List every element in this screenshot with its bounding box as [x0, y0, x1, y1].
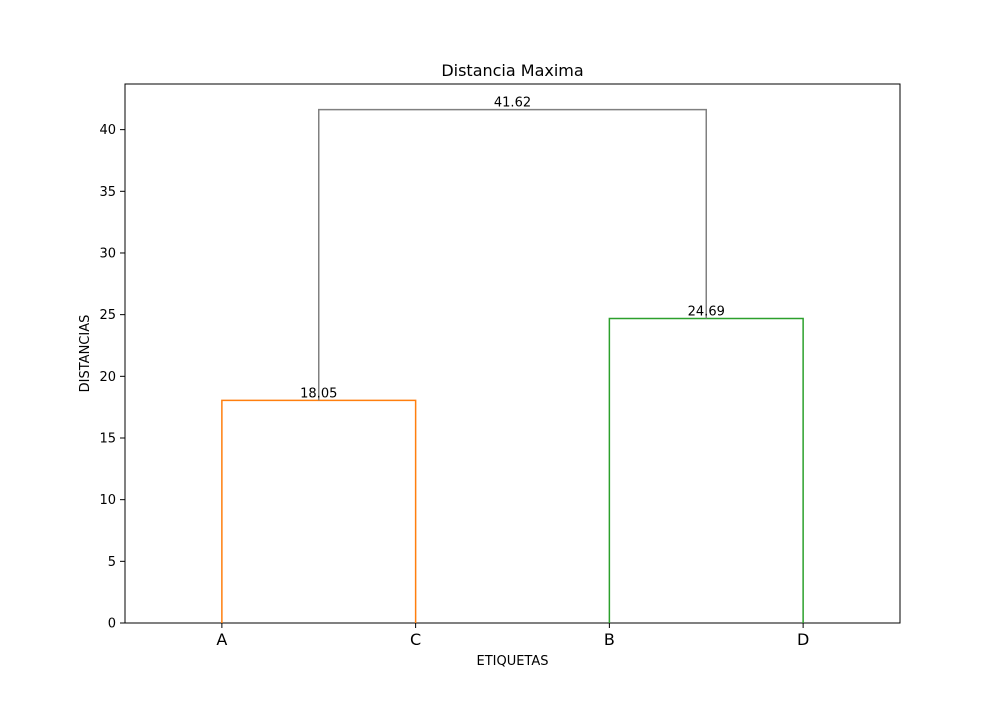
y-tick-label: 35 [99, 185, 116, 200]
leaf-label: D [797, 630, 809, 649]
merge-height-label: 24.69 [688, 304, 725, 319]
y-tick-label: 0 [108, 617, 116, 632]
y-tick-label: 5 [108, 555, 116, 570]
y-axis: 0 5 10 15 20 25 30 35 40 [99, 123, 125, 632]
chart-title: Distancia Maxima [441, 61, 583, 80]
y-tick-label: 25 [99, 308, 116, 323]
dendrogram-link [221, 399, 417, 623]
plot-frame [124, 83, 901, 624]
y-tick-label: 20 [99, 370, 116, 385]
dendrogram-link [608, 317, 804, 623]
dendrogram-links [221, 108, 804, 623]
y-tick-label: 15 [99, 431, 116, 446]
x-axis-title: ETIQUETAS [476, 654, 548, 669]
y-tick-label: 40 [99, 123, 116, 138]
y-tick-label: 30 [99, 246, 116, 261]
merge-height-label: 41.62 [494, 96, 531, 111]
dendrogram-link [318, 108, 707, 401]
merge-height-label: 18.05 [300, 386, 337, 401]
node-labels: 18.05 24.69 41.62 [300, 96, 725, 402]
leaf-label: C [410, 630, 421, 649]
y-tick-label: 10 [99, 493, 116, 508]
leaf-label: A [216, 630, 227, 649]
leaf-label: B [604, 630, 615, 649]
y-axis-title: DISTANCIAS [78, 315, 93, 393]
